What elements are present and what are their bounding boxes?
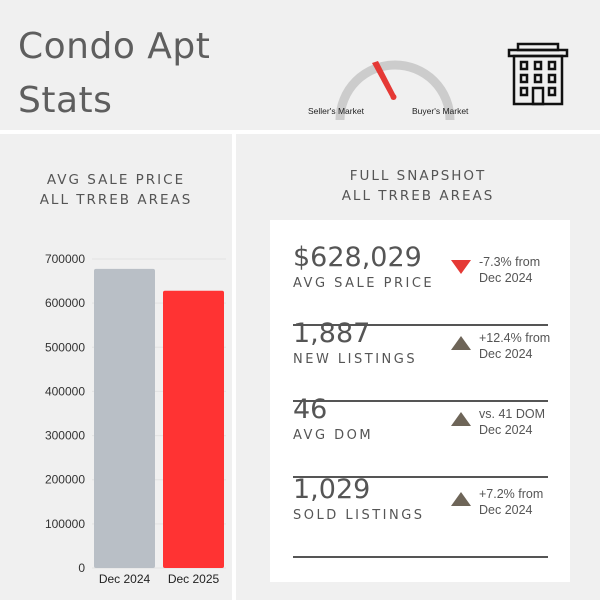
right-panel-title-line-2: ALL TRREB AREAS	[341, 188, 495, 204]
stat-change-line-1: -7.3% from	[479, 255, 541, 269]
stat-change: +7.2% from Dec 2024	[479, 486, 559, 518]
y-tick-label: 600000	[45, 296, 85, 310]
y-tick-label: 500000	[45, 340, 85, 354]
x-tick-label: Dec 2025	[168, 572, 220, 586]
bar-dec-2024	[94, 268, 155, 568]
stat-change-line-2: Dec 2024	[479, 423, 533, 437]
arrow-up-icon	[451, 336, 471, 350]
stat-change: vs. 41 DOM Dec 2024	[479, 406, 559, 438]
market-gauge-icon	[335, 60, 455, 121]
gauge-label-buyers: Buyer's Market	[412, 106, 469, 116]
stat-divider	[293, 476, 548, 478]
arrow-down-icon	[451, 260, 471, 274]
stat-change-line-2: Dec 2024	[479, 347, 533, 361]
stat-sold-listings: 1,029 SOLD LISTINGS +7.2% from Dec 2024	[293, 474, 548, 558]
right-panel-title: FULL SNAPSHOT ALL TRREB AREAS	[236, 166, 600, 206]
page-title-line-1: Condo Apt	[18, 26, 211, 67]
stat-avg-sale-price: $628,029 AVG SALE PRICE -7.3% from Dec 2…	[293, 242, 548, 326]
y-tick-label: 200000	[45, 473, 85, 487]
y-tick-label: 0	[78, 561, 85, 575]
header: Condo Apt Stats Seller's Market Buyer's …	[0, 0, 600, 130]
stat-divider	[293, 556, 548, 558]
left-panel-title-line-2: ALL TRREB AREAS	[39, 192, 193, 208]
avg-sale-price-bar-chart: 0 100000 200000 300000 400000 500000 600000 700…	[45, 252, 226, 586]
stat-value: $628,029	[293, 242, 422, 273]
page-title: Condo Apt Stats	[18, 20, 278, 128]
gauge-needle-tip	[390, 94, 397, 100]
left-panel-title-line-1: AVG SALE PRICE	[46, 172, 186, 188]
stat-label: AVG DOM	[293, 428, 374, 443]
y-tick-label: 700000	[45, 252, 85, 266]
stat-change-line-2: Dec 2024	[479, 271, 533, 285]
y-tick-label: 300000	[45, 429, 85, 443]
stat-divider	[293, 400, 548, 402]
page-title-line-2: Stats	[18, 80, 113, 121]
gauge-label-sellers: Seller's Market	[308, 106, 364, 116]
right-panel-title-line-1: FULL SNAPSHOT	[349, 168, 487, 184]
arrow-up-icon	[451, 412, 471, 426]
x-tick-label: Dec 2024	[99, 572, 151, 586]
stat-change-line-2: Dec 2024	[479, 503, 533, 517]
stat-change-line-1: +12.4% from	[479, 331, 551, 345]
y-tick-label: 100000	[45, 517, 85, 531]
stat-value: 1,029	[293, 474, 371, 505]
vertical-divider	[232, 134, 236, 600]
stat-change-line-1: +7.2% from	[479, 487, 544, 501]
stat-value: 1,887	[293, 318, 371, 349]
arrow-up-icon	[451, 492, 471, 506]
stat-change: -7.3% from Dec 2024	[479, 254, 559, 286]
horizontal-divider	[0, 130, 600, 134]
stat-avg-dom: 46 AVG DOM vs. 41 DOM Dec 2024	[293, 394, 548, 478]
stat-change-line-1: vs. 41 DOM	[479, 407, 545, 421]
stat-new-listings: 1,887 NEW LISTINGS +12.4% from Dec 2024	[293, 318, 550, 402]
stat-value: 46	[293, 394, 328, 425]
left-panel-title: AVG SALE PRICE ALL TRREB AREAS	[0, 170, 232, 210]
building-icon	[507, 42, 569, 106]
gauge-needle	[372, 61, 396, 98]
stat-divider	[293, 324, 548, 326]
stat-change: +12.4% from Dec 2024	[479, 330, 559, 362]
bar-dec-2025	[163, 290, 224, 568]
snapshot-card: $628,029 AVG SALE PRICE -7.3% from Dec 2…	[270, 220, 570, 582]
stat-label: AVG SALE PRICE	[293, 276, 435, 291]
y-tick-label: 400000	[45, 384, 85, 398]
stat-label: SOLD LISTINGS	[293, 508, 425, 523]
stat-label: NEW LISTINGS	[293, 352, 418, 367]
gauge-arc	[335, 60, 455, 121]
